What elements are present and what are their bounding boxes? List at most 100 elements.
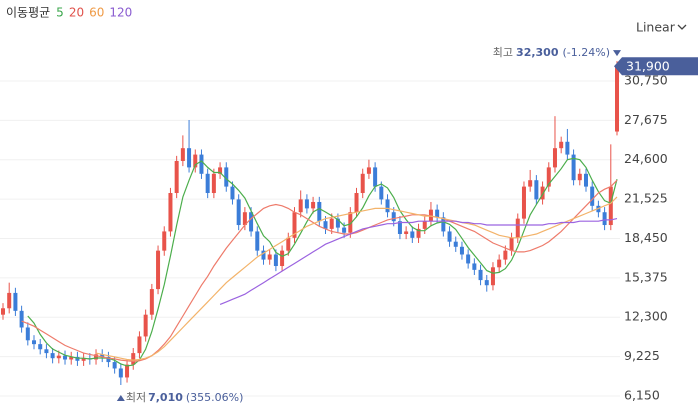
candle-body	[174, 160, 179, 194]
candle-body	[69, 356, 74, 360]
moving-average-line	[95, 196, 618, 361]
candle-body	[236, 199, 241, 226]
y-tick-label: 27,675	[624, 112, 668, 127]
high-label: 최고	[493, 46, 513, 59]
candle-body	[490, 267, 495, 286]
candle-body	[131, 353, 136, 365]
candle-body	[391, 212, 396, 222]
candle-body	[608, 186, 613, 226]
y-tick-label: 30,750	[624, 72, 668, 87]
legend-title: 이동평균	[6, 6, 50, 20]
candle-body	[453, 241, 458, 247]
candle-body	[503, 250, 508, 260]
candle-body	[32, 340, 37, 345]
candle-body	[521, 186, 526, 219]
candle-body	[360, 173, 365, 194]
candle-body	[242, 212, 247, 226]
candle-body	[75, 356, 80, 361]
candle-body	[63, 355, 68, 360]
candle-body	[354, 193, 359, 213]
low-value: 7,010	[148, 391, 183, 404]
candle-body	[168, 193, 173, 232]
y-tick-label: 6,150	[624, 388, 660, 403]
legend-item: 120	[109, 6, 132, 20]
y-tick-label: 15,375	[624, 269, 668, 284]
candle-body	[447, 231, 452, 242]
candle-body	[422, 221, 427, 229]
candle-body	[218, 167, 223, 174]
candle-body	[193, 154, 198, 168]
candle-body	[304, 199, 309, 209]
y-tick-label: 18,450	[624, 230, 668, 245]
candle-body	[472, 263, 477, 270]
candle-body	[94, 354, 99, 360]
candle-body	[280, 250, 285, 267]
candle-body	[577, 173, 582, 181]
candle-body	[509, 237, 514, 251]
candle-body	[515, 218, 520, 238]
low-change: (355.06%)	[186, 391, 244, 404]
high-marker	[613, 50, 621, 57]
candle-body	[435, 209, 440, 218]
candle-body	[224, 167, 229, 187]
candle-body	[162, 231, 167, 251]
legend-item: 20	[69, 6, 84, 20]
candle-body	[267, 254, 272, 260]
candle-body	[534, 180, 539, 200]
candle-body	[323, 221, 328, 229]
candle-body	[552, 148, 557, 168]
candle-body	[211, 173, 216, 194]
candle-body	[416, 228, 421, 238]
candle-body	[590, 186, 595, 206]
y-tick-label: 21,525	[624, 191, 668, 206]
candle-body	[156, 250, 161, 290]
candle-body	[317, 201, 322, 222]
candle-body	[100, 354, 105, 357]
candle-body	[404, 231, 409, 234]
candle-body	[292, 212, 297, 238]
candle-body	[478, 269, 483, 281]
candle-body	[459, 246, 464, 255]
candle-body	[428, 209, 433, 222]
candle-body	[571, 154, 576, 181]
candle-body	[249, 212, 254, 232]
candle-body	[602, 212, 607, 226]
y-tick-label: 24,600	[624, 151, 668, 166]
legend-item: 60	[89, 6, 104, 20]
candle-body	[497, 259, 502, 268]
candle-body	[528, 180, 533, 187]
y-tick-label: 9,225	[624, 348, 660, 363]
candle-body	[112, 362, 117, 369]
candle-body	[143, 314, 148, 337]
candle-body	[44, 349, 49, 354]
low-label: 최저	[126, 391, 146, 404]
candle-body	[81, 358, 86, 361]
candle-body	[1, 308, 5, 315]
candle-body	[38, 344, 43, 350]
candle-body	[441, 217, 446, 232]
legend-item: 5	[56, 6, 64, 20]
candle-body	[125, 364, 130, 378]
candle-body	[484, 280, 489, 286]
scale-selector[interactable]: Linear	[636, 20, 676, 35]
candle-body	[25, 327, 30, 341]
candle-body	[230, 186, 235, 200]
dropdown-chevron[interactable]	[677, 24, 687, 30]
candle-body	[106, 356, 111, 363]
candle-body	[466, 254, 471, 264]
candle-body	[615, 66, 619, 132]
candle-body	[583, 173, 588, 187]
low-marker	[116, 395, 125, 401]
y-tick-label: 12,300	[624, 309, 668, 324]
candle-body	[255, 231, 260, 251]
candle-body	[397, 221, 402, 234]
candle-body	[385, 199, 390, 213]
moving-average-line	[21, 179, 618, 363]
candle-body	[149, 289, 154, 315]
current-price-tag	[614, 57, 698, 76]
candle-body	[19, 310, 24, 328]
high-change: (-1.24%)	[563, 46, 611, 59]
candle-body	[50, 353, 55, 359]
candle-body	[205, 173, 210, 194]
